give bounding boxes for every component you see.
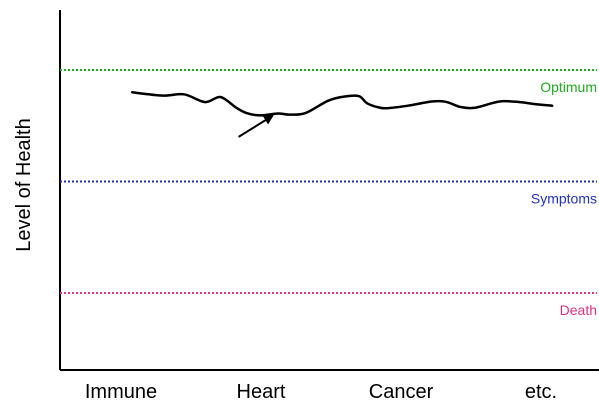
reference-label-death: Death	[560, 302, 597, 318]
annotation-arrow	[238, 114, 274, 138]
x-tick-label: Heart	[237, 381, 286, 403]
x-tick-label: etc.	[525, 381, 557, 403]
reference-label-optimum: Optimum	[540, 79, 597, 95]
x-tick-label: Immune	[85, 381, 157, 403]
reference-lines: Optimum Symptoms Death	[60, 69, 597, 318]
health-series-line	[130, 91, 554, 117]
reference-label-symptoms: Symptoms	[531, 191, 597, 207]
axes	[59, 10, 599, 371]
series-lines	[130, 91, 554, 117]
x-tick-labels: Immune Heart Cancer etc.	[85, 381, 557, 403]
y-axis-label: Level of Health	[13, 118, 35, 251]
x-tick-label: Cancer	[369, 381, 434, 403]
annotations	[238, 114, 274, 138]
